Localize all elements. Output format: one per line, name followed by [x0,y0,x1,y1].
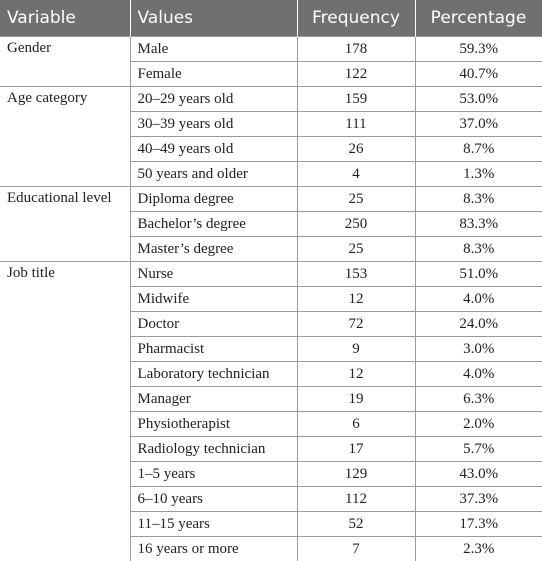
frequency-cell: 4 [296,161,416,187]
header-cell: Frequency [297,0,416,37]
value-cell: Pharmacist [129,336,298,362]
variable-cell: Age category [0,86,131,187]
percentage-cell: 3.0% [414,336,542,362]
table-row: Job title Nurse 153 51.0% [0,261,542,561]
frequency-cell: 25 [296,186,416,212]
percentage-cell: 4.0% [414,286,542,312]
variable-cell: Job title [0,261,131,561]
frequency-cell: 153 [296,261,416,287]
frequency-cell: 26 [296,136,416,162]
table-row: 16 years or more 7 2.3% [0,536,542,561]
value-cell: Midwife [129,286,298,312]
table-row: Age category 20–29 years old 159 53.0% [0,86,542,187]
percentage-cell: 37.3% [414,486,542,512]
value-cell: Male [129,36,298,62]
frequency-cell: 19 [296,386,416,412]
value-cell: Female [129,61,298,87]
percentage-cell: 83.3% [414,211,542,237]
frequency-cell: 159 [296,86,416,112]
frequency-cell: 111 [296,111,416,137]
value-cell: Nurse [129,261,298,287]
percentage-cell: 5.7% [414,436,542,462]
percentage-cell: 4.0% [414,361,542,387]
frequency-cell: 9 [296,336,416,362]
header-cell: Variable [0,0,131,37]
value-cell: 50 years and older [129,161,298,187]
frequency-cell: 122 [296,61,416,87]
value-cell: Radiology technician [129,436,298,462]
frequency-cell: 52 [296,511,416,537]
percentage-cell: 37.0% [414,111,542,137]
value-cell: 40–49 years old [129,136,298,162]
value-cell: Diploma degree [129,186,298,212]
percentage-cell: 8.3% [414,236,542,262]
table-row: 40–49 years old 26 8.7% [0,136,542,162]
value-cell: 16 years or more [129,536,298,561]
value-cell: 1–5 years [129,461,298,487]
table-row: 50 years and older 4 1.3% [0,161,542,187]
value-cell: 11–15 years [129,511,298,537]
header-cell: Percentage [415,0,542,37]
percentage-cell: 59.3% [414,36,542,62]
variable-cell: Gender [0,36,131,87]
table-row: Gender Male 178 59.3% [0,36,542,87]
percentage-cell: 24.0% [414,311,542,337]
percentage-cell: 8.3% [414,186,542,212]
value-cell: Laboratory technician [129,361,298,387]
value-cell: 20–29 years old [129,86,298,112]
percentage-cell: 2.3% [414,536,542,561]
frequency-cell: 12 [296,361,416,387]
frequency-cell: 112 [296,486,416,512]
value-cell: Manager [129,386,298,412]
frequency-cell: 72 [296,311,416,337]
frequency-cell: 17 [296,436,416,462]
table-row: Educational level Diploma degree 25 8.3% [0,186,542,262]
frequency-cell: 25 [296,236,416,262]
frequency-cell: 178 [296,36,416,62]
percentage-cell: 43.0% [414,461,542,487]
header-row: Variable Values Frequency Percentage [0,0,542,37]
frequency-cell: 250 [296,211,416,237]
percentage-cell: 6.3% [414,386,542,412]
frequency-cell: 129 [296,461,416,487]
value-cell: Master’s degree [129,236,298,262]
table-row: 6–10 years 112 37.3% [0,486,542,512]
percentage-cell: 1.3% [414,161,542,187]
value-cell: Physiotherapist [129,411,298,437]
percentage-cell: 2.0% [414,411,542,437]
percentage-cell: 53.0% [414,86,542,112]
value-cell: 6–10 years [129,486,298,512]
value-cell: Doctor [129,311,298,337]
variable-cell: Educational level [0,186,131,262]
percentage-cell: 40.7% [414,61,542,87]
value-cell: Bachelor’s degree [129,211,298,237]
percentage-cell: 8.7% [414,136,542,162]
value-cell: 30–39 years old [129,111,298,137]
frequency-cell: 12 [296,286,416,312]
percentage-cell: 17.3% [414,511,542,537]
frequency-cell: 6 [296,411,416,437]
table-row: Midwife 12 4.0% [0,286,542,312]
frequency-cell: 7 [296,536,416,561]
table-row: Physiotherapist 6 2.0% [0,411,542,437]
table-row: Master’s degree 25 8.3% [0,236,542,262]
table-body: Gender Male 178 59.3% Female 122 40.7% Age cate… [0,36,542,561]
percentage-cell: 51.0% [414,261,542,287]
header-cell: Values [130,0,298,37]
